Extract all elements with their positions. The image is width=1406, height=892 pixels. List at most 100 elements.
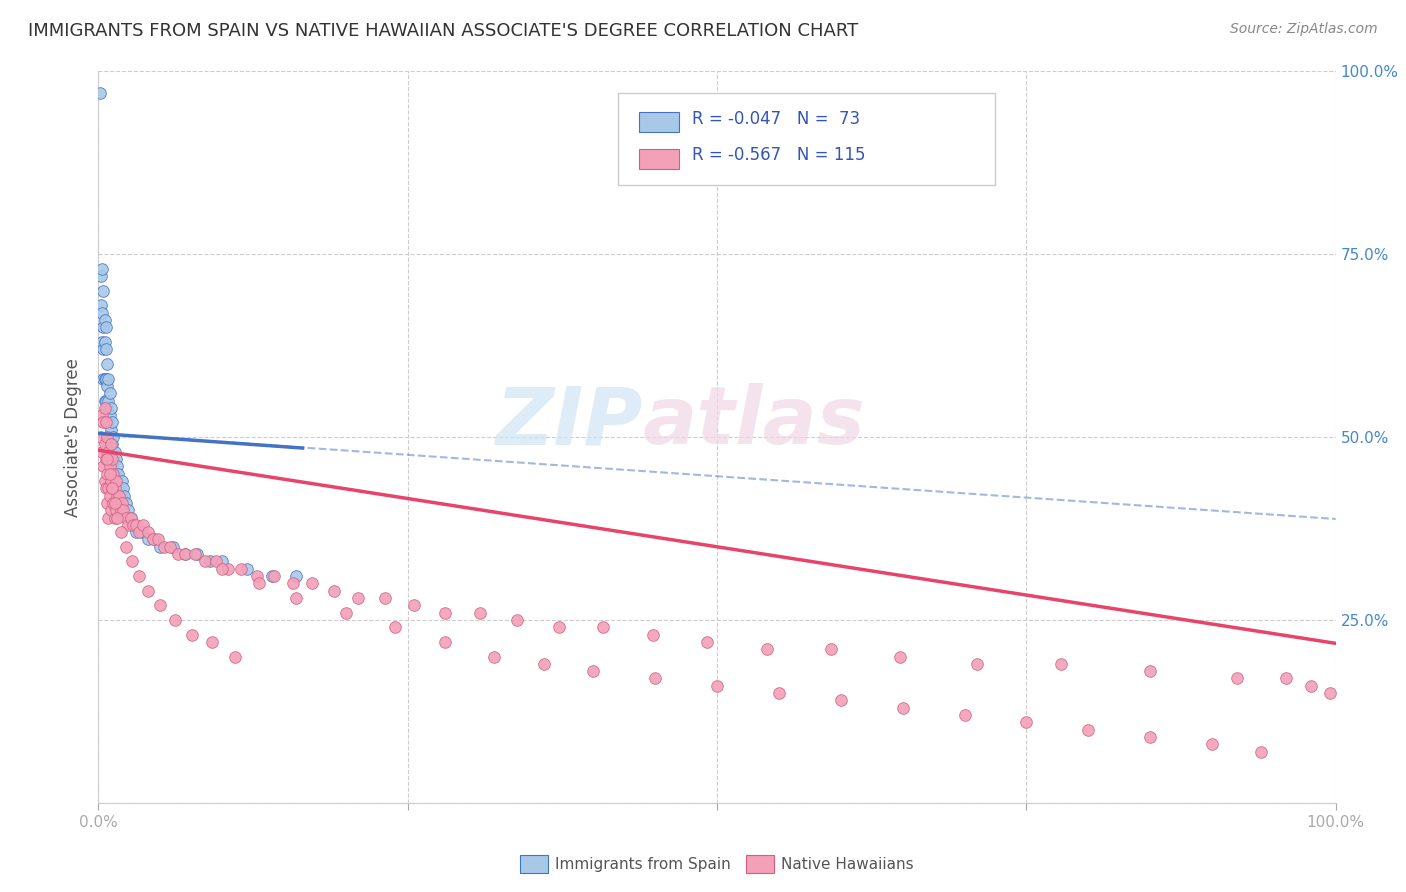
Point <box>103 474 125 488</box>
Point <box>136 533 159 547</box>
Point <box>186 547 208 561</box>
FancyBboxPatch shape <box>640 112 679 132</box>
Point <box>101 416 124 430</box>
Point <box>103 467 125 481</box>
Point <box>132 517 155 532</box>
Text: atlas: atlas <box>643 384 866 461</box>
Point <box>94 371 117 385</box>
Point <box>194 554 217 568</box>
Point <box>107 496 129 510</box>
Point <box>124 517 146 532</box>
Point <box>97 416 120 430</box>
Point <box>93 343 115 357</box>
Point <box>96 430 118 444</box>
Point <box>93 437 115 451</box>
Point <box>149 599 172 613</box>
Point <box>104 503 127 517</box>
Point <box>98 430 121 444</box>
Point <box>114 540 136 554</box>
Point <box>205 554 228 568</box>
Point <box>96 401 118 415</box>
Point <box>104 474 127 488</box>
Point <box>110 525 132 540</box>
Point <box>94 416 117 430</box>
Point <box>97 444 120 458</box>
Point <box>374 591 396 605</box>
Point <box>211 562 233 576</box>
Point <box>644 672 666 686</box>
Point <box>112 489 135 503</box>
Point <box>224 649 246 664</box>
Point <box>136 583 159 598</box>
Point <box>105 510 128 524</box>
Point <box>97 481 120 495</box>
Point <box>101 481 124 495</box>
Point <box>94 393 117 408</box>
Point <box>111 496 134 510</box>
Point <box>96 357 118 371</box>
Point <box>891 700 914 714</box>
Point <box>105 481 128 495</box>
Point <box>100 423 122 437</box>
Point <box>136 525 159 540</box>
Point <box>149 540 172 554</box>
Point <box>820 642 842 657</box>
Point <box>696 635 718 649</box>
Point <box>97 393 120 408</box>
Point <box>104 474 127 488</box>
Point <box>285 569 308 583</box>
Point <box>484 649 506 664</box>
Point <box>100 474 122 488</box>
Point <box>246 569 269 583</box>
Point <box>1299 679 1322 693</box>
Point <box>121 554 143 568</box>
Point <box>184 547 207 561</box>
Point <box>533 657 555 671</box>
Point <box>93 416 115 430</box>
Point <box>285 591 308 605</box>
Point <box>103 496 125 510</box>
Point <box>1201 737 1223 751</box>
Point <box>1050 657 1073 671</box>
Point <box>117 517 139 532</box>
Point <box>100 437 122 451</box>
Point <box>128 569 150 583</box>
Point <box>93 393 115 408</box>
Text: ZIP: ZIP <box>495 384 643 461</box>
Point <box>96 430 118 444</box>
Point <box>146 533 169 547</box>
Point <box>211 554 233 568</box>
Point <box>1250 745 1272 759</box>
Text: Source: ZipAtlas.com: Source: ZipAtlas.com <box>1230 22 1378 37</box>
Point <box>91 408 114 422</box>
Y-axis label: Associate's Degree: Associate's Degree <box>65 358 83 516</box>
Point <box>229 562 252 576</box>
Point <box>114 510 136 524</box>
Point <box>105 489 128 503</box>
Point <box>94 343 117 357</box>
Point <box>101 437 124 451</box>
Point <box>117 503 139 517</box>
Point <box>98 386 121 401</box>
Point <box>104 452 127 467</box>
Point <box>94 416 117 430</box>
Point <box>174 547 197 561</box>
Point <box>98 489 121 503</box>
Point <box>162 540 184 554</box>
Point <box>94 452 117 467</box>
Point <box>281 576 304 591</box>
Point <box>96 452 118 467</box>
Point <box>143 533 166 547</box>
Point <box>94 481 117 495</box>
Point <box>91 261 114 276</box>
Point <box>103 452 125 467</box>
Point <box>347 591 370 605</box>
Point <box>100 467 122 481</box>
Point <box>755 642 778 657</box>
Point <box>165 613 187 627</box>
Point <box>93 474 115 488</box>
Point <box>96 496 118 510</box>
Point <box>433 606 456 620</box>
Point <box>112 481 135 495</box>
Point <box>103 444 125 458</box>
